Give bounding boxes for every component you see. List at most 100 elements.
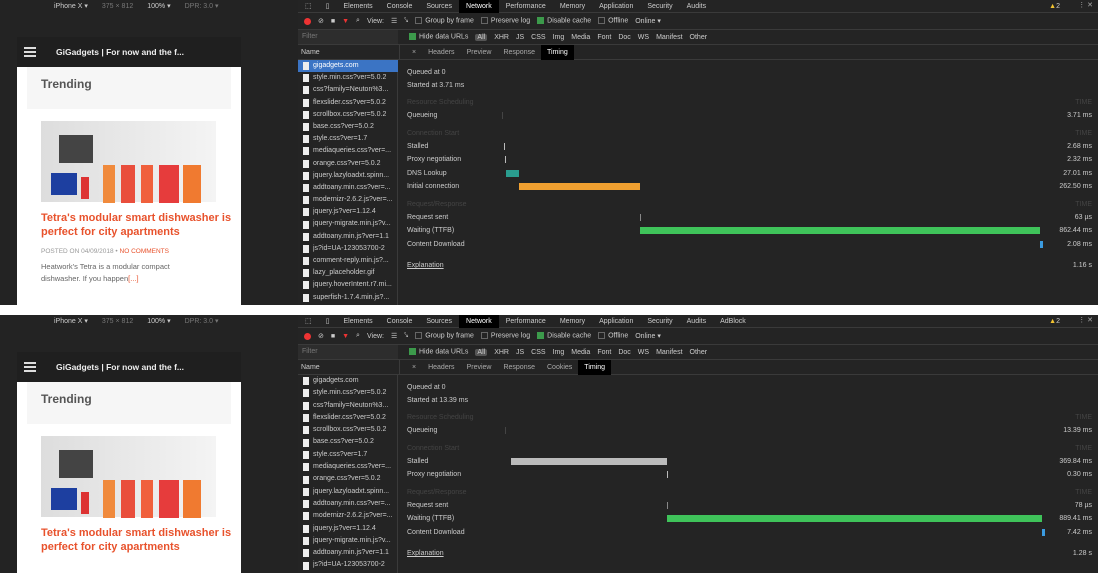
tab-console[interactable]: Console: [386, 2, 413, 10]
tab-sources[interactable]: Sources: [426, 2, 453, 10]
request-row[interactable]: jquery.lazyloadxt.spinn...: [298, 486, 398, 498]
type-filter-js[interactable]: JS: [515, 33, 525, 41]
request-row[interactable]: orange.css?ver=5.0.2: [298, 473, 398, 485]
request-row[interactable]: orange.css?ver=5.0.2: [298, 158, 398, 170]
request-row[interactable]: flexslider.css?ver=5.0.2: [298, 412, 398, 424]
request-row[interactable]: base.css?ver=5.0.2: [298, 436, 398, 448]
close-detail-icon[interactable]: ×: [412, 363, 417, 371]
width-field[interactable]: 375: [101, 317, 116, 325]
filter-icon[interactable]: ▼: [342, 332, 350, 340]
tab-audits[interactable]: Audits: [686, 317, 707, 325]
tab-memory[interactable]: Memory: [559, 317, 586, 325]
request-row[interactable]: addtoany.min.css?ver=...: [298, 498, 398, 510]
request-row[interactable]: comment-reply.min.js?...: [298, 255, 398, 267]
type-filter-other[interactable]: Other: [689, 348, 708, 356]
type-filter-font[interactable]: Font: [597, 33, 612, 41]
throttling-select[interactable]: Online ▾: [635, 333, 661, 340]
group-by-frame-checkbox[interactable]: Group by frame: [415, 17, 474, 25]
large-rows-icon[interactable]: ☰: [390, 18, 398, 25]
name-column-header[interactable]: Name: [298, 359, 400, 375]
request-row[interactable]: js?id=UA-123053700-2: [298, 243, 398, 255]
device-toggle-icon[interactable]: ▯: [325, 317, 330, 325]
request-row[interactable]: css?family=Neuton%3...: [298, 400, 398, 412]
waterfall-icon[interactable]: ⤥: [404, 17, 409, 24]
offline-checkbox-box[interactable]: [598, 17, 606, 25]
preserve-log-checkbox[interactable]: Preserve log: [480, 17, 530, 25]
filter-icon[interactable]: ▼: [342, 17, 350, 25]
explanation-link[interactable]: Explanation: [407, 550, 444, 557]
type-filter-manifest[interactable]: Manifest: [656, 348, 683, 356]
request-row[interactable]: jquery-migrate.min.js?v...: [298, 218, 398, 230]
type-filter-img[interactable]: Img: [552, 33, 565, 41]
disable-cache-checkbox-box[interactable]: [537, 332, 545, 340]
type-filter-js[interactable]: JS: [515, 348, 525, 356]
explanation-link[interactable]: Explanation: [407, 262, 444, 269]
record-icon[interactable]: [304, 332, 311, 340]
preserve-log-checkbox[interactable]: Preserve log: [480, 332, 530, 340]
request-row[interactable]: base.css?ver=5.0.2: [298, 121, 398, 133]
warnings-badge[interactable]: ▲2: [1049, 3, 1060, 10]
inspect-element-icon[interactable]: ⬚: [305, 317, 312, 325]
site-title[interactable]: GiGadgets | For now and the f...: [56, 47, 184, 57]
type-filter-doc[interactable]: Doc: [618, 348, 631, 356]
tab-network[interactable]: Network: [459, 0, 499, 13]
type-filter-media[interactable]: Media: [571, 33, 591, 41]
hamburger-menu-icon[interactable]: [24, 362, 36, 372]
hide-data-urls-checkbox[interactable]: Hide data URLs: [409, 33, 468, 41]
preserve-log-checkbox-box[interactable]: [480, 332, 488, 340]
disable-cache-checkbox[interactable]: Disable cache: [537, 332, 591, 340]
type-filter-manifest[interactable]: Manifest: [656, 33, 683, 41]
filter-input[interactable]: Filter: [298, 345, 398, 359]
width-field[interactable]: 375: [101, 2, 116, 10]
tab-console[interactable]: Console: [386, 317, 413, 325]
tab-sources[interactable]: Sources: [426, 317, 453, 325]
request-row[interactable]: js?id=UA-123053700-2: [298, 559, 398, 571]
request-row[interactable]: scrollbox.css?ver=5.0.2: [298, 424, 398, 436]
article-title[interactable]: Tetra's modular smart dishwasher is perf…: [41, 527, 232, 553]
type-filter-all[interactable]: All: [475, 33, 488, 41]
request-row[interactable]: style.css?ver=1.7: [298, 133, 398, 145]
height-field[interactable]: 812: [121, 2, 134, 10]
request-row[interactable]: style.min.css?ver=5.0.2: [298, 387, 398, 399]
tab-headers[interactable]: Headers: [428, 363, 455, 371]
warnings-badge[interactable]: ▲2: [1049, 318, 1060, 325]
tab-network[interactable]: Network: [459, 314, 499, 328]
tab-memory[interactable]: Memory: [559, 2, 586, 10]
hide-data-urls-box[interactable]: [409, 33, 416, 41]
group-by-frame-checkbox[interactable]: Group by frame: [415, 332, 474, 340]
type-filter-css[interactable]: CSS: [531, 33, 546, 41]
tab-response[interactable]: Response: [503, 363, 535, 371]
filter-input[interactable]: Filter: [298, 30, 398, 44]
record-icon[interactable]: [304, 17, 311, 25]
disable-cache-checkbox[interactable]: Disable cache: [537, 17, 591, 25]
request-row[interactable]: mediaqueries.css?ver=...: [298, 145, 398, 157]
large-rows-icon[interactable]: ☰: [390, 333, 398, 340]
type-filter-other[interactable]: Other: [689, 33, 708, 41]
device-select[interactable]: iPhone X ▾: [54, 3, 88, 10]
read-more-link[interactable]: [...]: [128, 274, 139, 283]
request-row[interactable]: addtoany.min.js?ver=1.1: [298, 231, 398, 243]
request-row[interactable]: jquery.js?ver=1.12.4: [298, 523, 398, 535]
comments-link[interactable]: NO COMMENTS: [119, 248, 169, 255]
request-row[interactable]: style.css?ver=1.7: [298, 449, 398, 461]
request-row[interactable]: gigadgets.com: [298, 60, 398, 73]
name-column-header[interactable]: Name: [298, 44, 400, 60]
zoom-select[interactable]: 100% ▾: [147, 3, 171, 10]
throttling-select[interactable]: Online ▾: [635, 18, 661, 25]
group-by-frame-checkbox-box[interactable]: [415, 332, 423, 340]
type-filter-xhr[interactable]: XHR: [494, 348, 509, 356]
tab-headers[interactable]: Headers: [428, 48, 455, 56]
offline-checkbox[interactable]: Offline: [598, 332, 628, 340]
tab-security[interactable]: Security: [647, 317, 673, 325]
article-image[interactable]: [41, 121, 216, 203]
request-row[interactable]: lazy_placeholder.gif: [298, 267, 398, 279]
offline-checkbox-box[interactable]: [598, 332, 606, 340]
type-filter-css[interactable]: CSS: [531, 348, 546, 356]
tab-timing[interactable]: Timing: [541, 44, 574, 60]
type-filter-xhr[interactable]: XHR: [494, 33, 509, 41]
clear-icon[interactable]: ⊘: [318, 18, 324, 25]
request-row[interactable]: style.min.css?ver=5.0.2: [298, 72, 398, 84]
tab-application[interactable]: Application: [599, 317, 634, 325]
tab-elements[interactable]: Elements: [343, 2, 373, 10]
tab-adblock[interactable]: AdBlock: [720, 317, 746, 325]
